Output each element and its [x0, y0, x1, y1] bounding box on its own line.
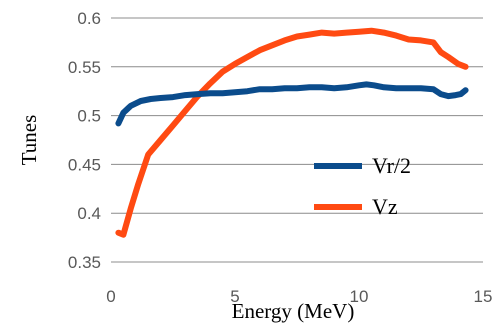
y-tick-label: 0.35: [68, 253, 101, 272]
y-tick-label: 0.5: [77, 107, 101, 126]
series-line-vr-half: [115, 81, 469, 127]
x-tick-label: 10: [350, 287, 369, 306]
series-line-vz: [115, 27, 469, 238]
x-tick-label: 0: [106, 287, 115, 306]
y-tick-label: 0.55: [68, 58, 101, 77]
x-tick-label: 5: [230, 287, 239, 306]
legend-label: Vr/2: [372, 153, 411, 178]
x-axis-label: Energy (MeV): [232, 299, 355, 323]
series-lines: [115, 27, 469, 238]
y-axis-tick-labels: 0.35 0.4 0.45 0.5 0.55 0.6: [68, 9, 101, 272]
y-tick-label: 0.4: [77, 204, 101, 223]
x-tick-label: 15: [474, 287, 493, 306]
legend: Vr/2 Vz: [314, 153, 411, 219]
x-axis-tick-labels: 0 5 10 15: [106, 287, 492, 306]
y-tick-label: 0.45: [68, 155, 101, 174]
horizontal-gridlines: [111, 17, 483, 214]
y-axis-label: Tunes: [17, 115, 41, 166]
y-tick-label: 0.6: [77, 9, 101, 28]
legend-label: Vz: [372, 194, 398, 219]
